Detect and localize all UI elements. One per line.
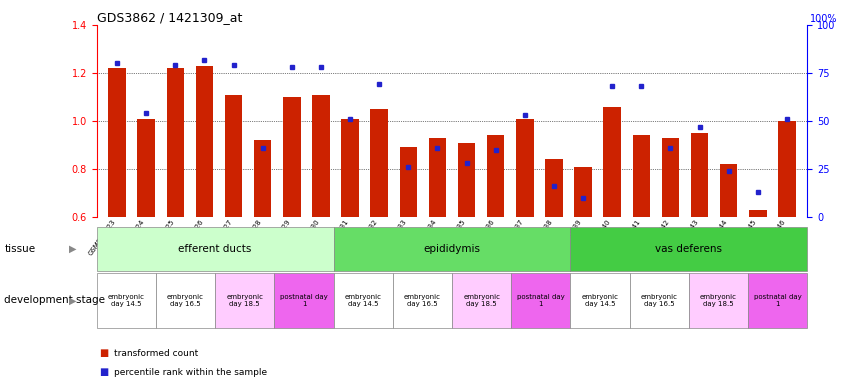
Text: embryonic
day 14.5: embryonic day 14.5 xyxy=(345,294,382,307)
Text: embryonic
day 16.5: embryonic day 16.5 xyxy=(404,294,441,307)
Text: epididymis: epididymis xyxy=(424,243,480,254)
Bar xyxy=(167,68,184,217)
Bar xyxy=(516,119,533,217)
Text: postnatal day
1: postnatal day 1 xyxy=(754,294,801,307)
Text: embryonic
day 18.5: embryonic day 18.5 xyxy=(700,294,737,307)
Bar xyxy=(156,273,215,328)
Bar xyxy=(630,273,689,328)
Bar xyxy=(452,273,511,328)
Bar xyxy=(662,138,680,217)
Bar xyxy=(254,140,272,217)
Bar xyxy=(778,121,796,217)
Text: embryonic
day 16.5: embryonic day 16.5 xyxy=(641,294,678,307)
Bar xyxy=(458,142,475,217)
Text: tissue: tissue xyxy=(4,243,35,254)
Text: embryonic
day 18.5: embryonic day 18.5 xyxy=(226,294,263,307)
Bar xyxy=(334,227,570,271)
Bar xyxy=(604,107,621,217)
Text: percentile rank within the sample: percentile rank within the sample xyxy=(114,368,267,377)
Bar xyxy=(487,136,505,217)
Bar xyxy=(545,159,563,217)
Text: embryonic
day 14.5: embryonic day 14.5 xyxy=(108,294,145,307)
Text: vas deferens: vas deferens xyxy=(655,243,722,254)
Text: postnatal day
1: postnatal day 1 xyxy=(280,294,328,307)
Bar xyxy=(371,109,388,217)
Text: embryonic
day 18.5: embryonic day 18.5 xyxy=(463,294,500,307)
Bar xyxy=(393,273,452,328)
Bar xyxy=(720,164,738,217)
Text: embryonic
day 14.5: embryonic day 14.5 xyxy=(582,294,619,307)
Bar xyxy=(274,273,334,328)
Text: ▶: ▶ xyxy=(69,243,77,254)
Bar xyxy=(429,138,447,217)
Bar xyxy=(97,227,334,271)
Bar xyxy=(690,133,708,217)
Bar xyxy=(574,167,592,217)
Text: 100%: 100% xyxy=(810,13,838,23)
Bar xyxy=(215,273,274,328)
Text: postnatal day
1: postnatal day 1 xyxy=(517,294,565,307)
Bar xyxy=(341,119,359,217)
Bar xyxy=(225,94,242,217)
Text: development stage: development stage xyxy=(4,295,105,306)
Text: ▶: ▶ xyxy=(69,295,77,306)
Bar xyxy=(748,273,807,328)
Bar xyxy=(196,66,214,217)
Bar xyxy=(570,273,630,328)
Bar xyxy=(749,210,767,217)
Text: transformed count: transformed count xyxy=(114,349,198,358)
Bar xyxy=(312,94,330,217)
Bar xyxy=(334,273,393,328)
Bar xyxy=(97,273,156,328)
Bar xyxy=(689,273,748,328)
Bar xyxy=(137,119,155,217)
Bar xyxy=(632,136,650,217)
Bar xyxy=(108,68,126,217)
Text: GDS3862 / 1421309_at: GDS3862 / 1421309_at xyxy=(97,11,242,24)
Text: ■: ■ xyxy=(99,348,108,358)
Bar xyxy=(283,97,300,217)
Bar xyxy=(511,273,570,328)
Text: embryonic
day 16.5: embryonic day 16.5 xyxy=(167,294,204,307)
Bar xyxy=(570,227,807,271)
Bar xyxy=(399,147,417,217)
Text: ■: ■ xyxy=(99,367,108,377)
Text: efferent ducts: efferent ducts xyxy=(178,243,251,254)
